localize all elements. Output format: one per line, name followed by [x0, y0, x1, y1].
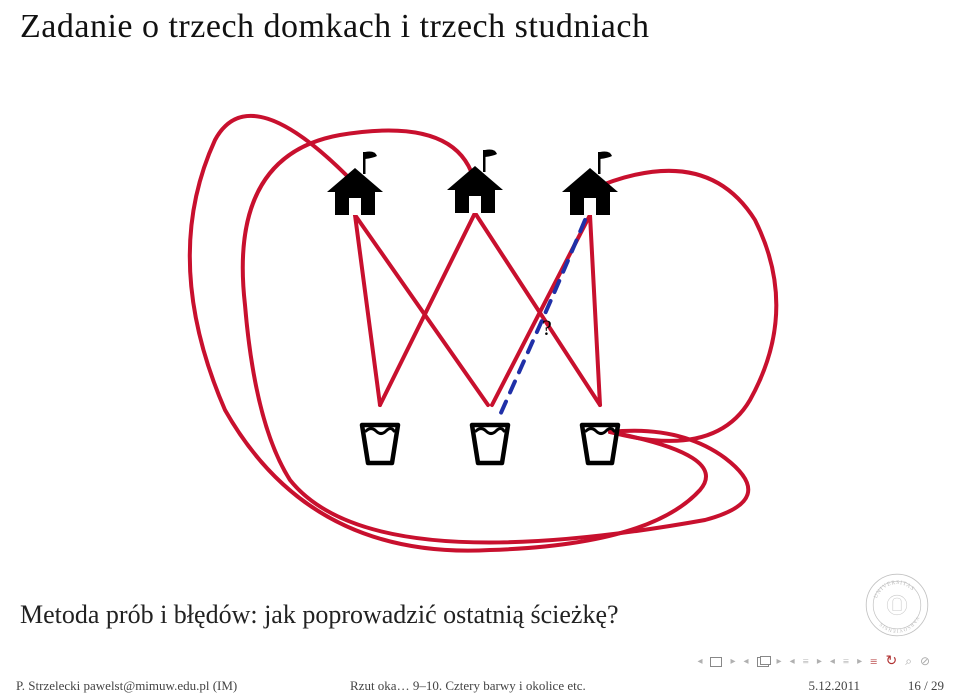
footer-page: 16 / 29: [908, 678, 944, 694]
nav-subsection-icon[interactable]: [757, 657, 769, 667]
nav-close-icon[interactable]: ⊘: [920, 654, 930, 669]
footer-title: Rzut oka… 9–10. Cztery barwy i okolice e…: [350, 678, 586, 694]
footer-date: 5.12.2011: [808, 678, 860, 694]
nav-frame-icon[interactable]: [710, 657, 722, 667]
caption-text: Metoda prób i błędów: jak poprowadzić os…: [20, 600, 619, 630]
nav-prev2-icon[interactable]: ◂: [744, 656, 749, 667]
nav-first-icon[interactable]: ◂: [697, 656, 702, 667]
nav-doc-prev-icon[interactable]: ◂: [830, 656, 835, 667]
page-title: Zadanie o trzech domkach i trzech studni…: [20, 8, 649, 46]
nav-prev-icon[interactable]: ▸: [730, 656, 735, 667]
svg-text:UNIVERSITAS: UNIVERSITAS: [873, 580, 915, 599]
footer-author: P. Strzelecki pawelst@mimuw.edu.pl (IM): [16, 678, 237, 694]
diagram-area: ?: [170, 80, 790, 580]
beamer-nav[interactable]: ◂ ▸ ◂ ▸ ◂ ≡ ▸ ◂ ≡ ▸ ≡ ↻ ⌕ ⊘: [697, 653, 930, 670]
nav-next-icon[interactable]: ▸: [777, 656, 782, 667]
nav-sec-prev-icon[interactable]: ◂: [790, 656, 795, 667]
footer: P. Strzelecki pawelst@mimuw.edu.pl (IM) …: [0, 674, 960, 700]
nav-sec-next-icon[interactable]: ▸: [817, 656, 822, 667]
house-nodes: [327, 150, 618, 216]
university-seal: UNIVERSITAS VARSOVIENSIS: [862, 570, 932, 640]
nav-doc-next-icon[interactable]: ▸: [857, 656, 862, 667]
nav-eq2-icon[interactable]: ≡: [843, 656, 849, 668]
well-nodes: [362, 425, 618, 463]
nav-refresh-icon[interactable]: ↻: [885, 653, 897, 670]
nav-search-icon[interactable]: ⌕: [905, 654, 912, 669]
svg-text:VARSOVIENSIS: VARSOVIENSIS: [879, 615, 919, 632]
question-mark: ?: [542, 315, 552, 340]
nav-eq1-icon[interactable]: ≡: [803, 656, 809, 668]
nav-eq3-icon: ≡: [870, 654, 877, 670]
graph-svg: ?: [170, 80, 790, 580]
